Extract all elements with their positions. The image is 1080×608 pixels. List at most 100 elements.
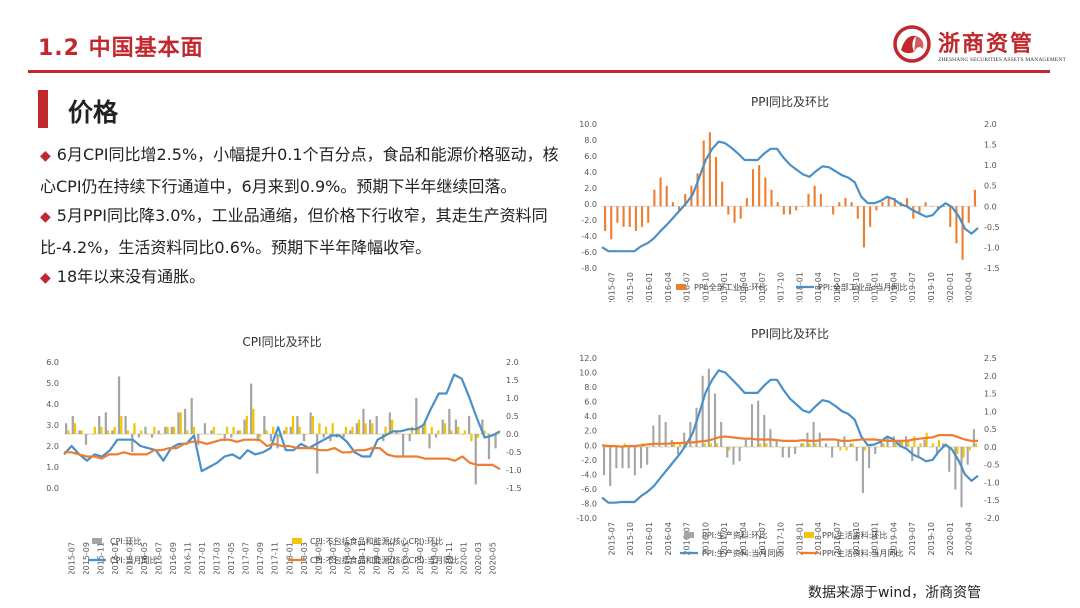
chart-bar [342, 434, 345, 438]
chart-bar [855, 446, 858, 462]
x-axis-tick-label: 2016-07 [683, 522, 692, 555]
right-axis-tick-label: 2.5 [984, 354, 997, 363]
chart-bar [283, 430, 286, 434]
chart-bar [443, 423, 447, 434]
x-axis-tick-label: 2018-01 [795, 522, 804, 555]
chart-bar [716, 443, 719, 447]
chart-bar [739, 206, 742, 219]
chart-bar [126, 430, 130, 434]
bullet-item: ◆ 6月CPI同比增2.5%，小幅提升0.1个百分点，食品和能源价格驱动，核心CP… [40, 140, 560, 201]
x-axis-tick-label: 2018-10 [852, 272, 861, 302]
chart-title: PPI同比及环比 [751, 95, 829, 109]
x-axis-tick-label: 2016-03 [125, 542, 134, 574]
chart-bar [252, 408, 255, 434]
chart-bar [956, 446, 959, 454]
chart-bar [329, 434, 332, 442]
chart-bar [734, 446, 737, 448]
chart-bar [702, 140, 705, 207]
chart-bar [84, 434, 88, 445]
chart-bar [311, 416, 314, 434]
chart-bar [146, 434, 149, 435]
x-axis-tick-label: 2019-07 [908, 272, 917, 302]
x-axis-tick-label: 2016-04 [664, 272, 673, 302]
chart-bar [727, 206, 730, 215]
chart-bar [882, 443, 885, 447]
x-axis-tick-label: 2018-09 [343, 542, 352, 574]
left-axis-tick-label: 2.0 [46, 442, 59, 451]
chart-bar [790, 446, 793, 448]
chart-bar [838, 202, 841, 207]
chart-bar [880, 439, 883, 447]
chart-bar [71, 416, 74, 434]
chart-bar [697, 446, 700, 448]
legend-label: PPI:全部工业品:环比 [694, 282, 767, 292]
x-axis-tick-label: 2019-05 [402, 542, 411, 574]
right-axis-tick-label: -1.5 [984, 264, 1000, 273]
chart-bar [929, 446, 932, 448]
chart-bar [776, 202, 779, 207]
chart-bar [652, 425, 655, 447]
chart-bar [894, 443, 897, 447]
chart-bar [276, 434, 279, 449]
left-axis-tick-label: 3.0 [46, 421, 59, 430]
x-axis-tick-label: 2015-07 [607, 272, 616, 302]
chart-bar [448, 408, 451, 434]
x-axis-tick-label: 2018-04 [814, 272, 823, 302]
chart-bar [948, 446, 951, 472]
chart-bar [173, 426, 176, 434]
chart-bar [812, 422, 815, 447]
chart-bar [763, 414, 766, 447]
right-axis-tick-label: 1.0 [984, 407, 997, 416]
chart-bar [611, 446, 614, 448]
chart-bar [635, 446, 638, 448]
left-axis-tick-label: 12.0 [579, 354, 597, 363]
chart-bar [338, 434, 341, 435]
chart-bar [322, 434, 325, 438]
left-axis-tick-label: 4.0 [584, 168, 597, 177]
chart-bar [98, 416, 101, 434]
ppi-chart-top-svg: PPI同比及环比 -8.0 -6.0 -4.0 -2.0 0.0 2.0 4.0 6.0 8.0 1… [579, 95, 1000, 302]
chart-bar [133, 423, 136, 434]
chart-bar [801, 206, 804, 207]
chart-bar [777, 446, 780, 448]
x-axis-tick-label: 2017-10 [777, 272, 786, 302]
chart-bar [782, 206, 785, 215]
chart-bar [305, 434, 308, 435]
chart-bar [955, 206, 958, 244]
chart-bar [714, 156, 718, 207]
diamond-bullet-icon: ◆ [40, 270, 51, 286]
chart-bar [676, 446, 680, 454]
chart-bar [646, 446, 649, 465]
chart-bar [258, 434, 262, 438]
chart-bar [672, 443, 675, 447]
page-title: 1.2 中国基本面 [38, 36, 204, 61]
chart-bar [206, 434, 209, 435]
chart-bar [212, 426, 215, 434]
x-axis-tick-label: 2016-01 [645, 522, 654, 555]
x-axis-tick-label: 2016-07 [683, 272, 692, 302]
chart-bar [974, 443, 978, 447]
right-axis-tick-label: -1.0 [984, 478, 1000, 487]
right-axis-tick-label: 0.5 [506, 412, 519, 421]
chart-bar [106, 430, 110, 434]
x-axis-tick-label: 2017-04 [739, 272, 748, 302]
chart-bar [813, 185, 816, 207]
x-axis-tick-label: 2018-07 [833, 272, 842, 302]
chart-bar [912, 206, 915, 219]
chart-bar [713, 393, 717, 447]
left-axis-tick-label: 4.0 [584, 412, 597, 421]
chart-bar [750, 404, 754, 447]
x-axis-tick-label: 2015-07 [607, 522, 616, 555]
bullet-item: ◆ 5月PPI同比降3.0%，工业品通缩，但价格下行收窄，其走生产资料同比-4.2… [40, 201, 560, 262]
legend-swatch [92, 538, 102, 544]
x-axis-tick-label: 2019-03 [387, 542, 396, 574]
legend-swatch [676, 284, 686, 290]
right-axis-tick-label: -1.0 [506, 466, 522, 475]
chart-bar [925, 432, 928, 447]
x-axis-tick-label: 2015-10 [626, 522, 635, 555]
chart-bar [344, 426, 348, 434]
chart-bar [949, 206, 952, 227]
chart-bar [703, 443, 706, 447]
chart-bar [454, 419, 458, 434]
chart-bar [124, 416, 127, 434]
